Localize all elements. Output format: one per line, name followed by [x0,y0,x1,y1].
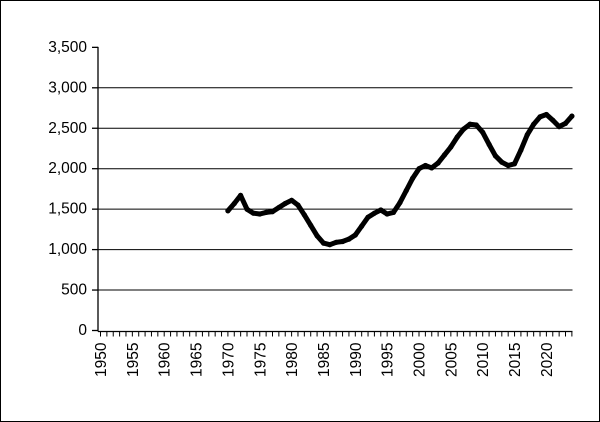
data-point [435,160,441,166]
x-tick-label: 2005 [443,343,460,377]
x-tick-label: 1950 [93,342,110,377]
data-point [416,166,422,172]
data-point [397,200,403,206]
data-point [359,223,365,229]
data-point [461,126,467,132]
data-point [511,161,518,167]
data-point [269,209,276,215]
data-point [448,144,454,150]
data-point [422,162,428,169]
data-point [301,212,307,218]
data-point [524,132,530,138]
data-point [562,120,569,126]
data-point [480,129,486,135]
data-point [238,192,244,198]
data-point [352,232,358,238]
data-point [390,209,397,215]
x-tick-label: 1985 [316,343,333,377]
data-point [384,211,390,217]
y-tick-label: 3,000 [48,79,87,96]
data-point [537,114,543,120]
data-point [295,202,301,208]
data-point [403,187,409,194]
data-point [531,121,537,127]
data-point [429,165,435,171]
data-point [467,121,473,127]
y-tick-label: 0 [78,322,87,339]
data-point [250,210,256,216]
data-point [486,141,492,147]
data-point [320,240,327,246]
data-point [282,200,288,207]
y-tick-label: 2,500 [48,120,87,137]
data-point [543,111,550,118]
y-tick-label: 3,500 [48,39,87,56]
data-point [371,210,377,216]
data-point [289,197,295,203]
data-point [410,175,416,181]
x-tick-label: 1995 [380,343,397,377]
x-tick-label: 2010 [475,342,492,377]
data-point [314,233,320,239]
data-point [492,153,498,159]
y-tick-label: 1,500 [48,201,87,218]
data-point [333,239,339,245]
x-tick-label: 2000 [412,342,429,377]
data-point [499,159,505,165]
data-point [378,207,384,213]
data-point [454,134,460,140]
x-tick-label: 2015 [507,343,524,377]
x-tick-label: 1990 [348,342,365,377]
x-tick-label: 1965 [189,343,206,377]
data-point [276,204,282,211]
data-point [263,209,269,215]
data-point [550,117,556,123]
data-point [346,236,352,242]
data-line [225,112,575,248]
data-point [308,222,314,228]
data-point [365,214,371,220]
data-point [225,208,231,214]
x-tick-label: 1975 [252,343,269,377]
data-point [556,124,562,130]
data-point [340,238,346,245]
x-tick-label: 1970 [220,342,237,377]
x-tick-label: 2020 [539,342,556,377]
data-point [441,152,448,158]
x-tick-label: 1955 [125,343,142,377]
data-point [505,162,511,169]
y-tick-label: 500 [61,282,87,299]
x-tick-label: 1980 [284,342,301,377]
y-tick-label: 1,000 [48,241,87,258]
x-tick-label: 1960 [157,342,174,377]
data-point [327,242,333,248]
data-point [518,147,524,153]
data-point [569,113,575,119]
y-tick-label: 2,000 [48,160,87,177]
data-point [231,200,237,207]
data-point [244,206,250,212]
data-point [257,211,263,217]
data-point [473,122,479,128]
